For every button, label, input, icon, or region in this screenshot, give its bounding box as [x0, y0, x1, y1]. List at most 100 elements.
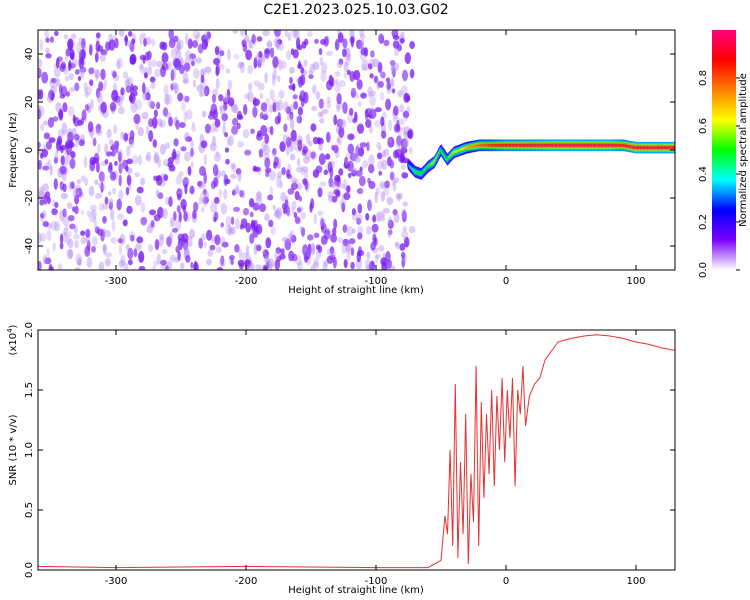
noise-blob — [368, 111, 373, 119]
noise-blob — [213, 58, 220, 66]
noise-blob — [134, 172, 140, 178]
noise-blob — [118, 151, 122, 163]
noise-blob — [397, 90, 404, 98]
noise-blob — [308, 69, 313, 77]
noise-blob — [173, 138, 179, 147]
noise-blob — [257, 82, 265, 91]
noise-blob — [335, 78, 339, 85]
noise-blob — [235, 168, 242, 175]
noise-blob — [318, 153, 326, 166]
noise-blob — [70, 181, 75, 189]
noise-blob — [343, 61, 349, 73]
noise-blob — [278, 90, 285, 99]
noise-blob — [209, 110, 214, 117]
noise-blob — [327, 191, 334, 199]
noise-blob — [265, 237, 272, 249]
noise-blob — [274, 259, 281, 270]
noise-blob — [267, 258, 275, 269]
y-tick-label: 20 — [24, 96, 35, 109]
noise-blob — [72, 114, 76, 124]
noise-blob — [89, 44, 93, 56]
noise-blob — [287, 31, 292, 42]
noise-blob — [285, 50, 292, 60]
noise-blob — [38, 142, 41, 148]
noise-blob — [408, 147, 413, 155]
snr-background — [38, 330, 675, 570]
noise-blob — [375, 254, 379, 263]
noise-blob — [379, 180, 386, 188]
noise-blob — [239, 190, 244, 198]
noise-blob — [80, 236, 87, 245]
noise-blob — [232, 30, 239, 34]
x-tick-label: 100 — [626, 276, 645, 287]
noise-blob — [80, 117, 85, 125]
noise-blob — [231, 163, 237, 174]
noise-blob — [45, 37, 50, 43]
noise-blob — [187, 38, 193, 49]
noise-blob — [403, 131, 409, 138]
noise-blob — [95, 123, 102, 134]
noise-blob — [338, 168, 344, 176]
noise-blob — [191, 60, 195, 67]
noise-blob — [155, 189, 160, 197]
noise-blob — [261, 109, 268, 117]
noise-blob — [402, 69, 408, 82]
noise-blob — [178, 171, 184, 177]
noise-blob — [130, 102, 138, 114]
noise-blob — [112, 70, 117, 79]
noise-blob — [160, 264, 167, 270]
noise-blob — [264, 48, 270, 59]
noise-blob — [326, 131, 331, 143]
noise-blob — [75, 41, 83, 54]
noise-blob — [320, 70, 327, 82]
snr-panel: -300 -200 -100 0 100 0.0 0.5 1.0 1.5 2.0 Height … — [6, 322, 676, 596]
noise-blob — [125, 85, 132, 93]
noise-blob — [318, 98, 324, 109]
noise-blob — [169, 254, 176, 263]
noise-blob — [177, 250, 181, 261]
noise-blob — [80, 209, 84, 216]
noise-blob — [223, 188, 228, 200]
noise-blob — [272, 148, 277, 156]
noise-blob — [348, 238, 356, 245]
noise-blob — [213, 176, 219, 188]
noise-blob — [277, 75, 281, 83]
noise-blob — [338, 183, 346, 189]
noise-blob — [122, 219, 128, 226]
noise-blob — [282, 207, 288, 215]
noise-blob — [357, 203, 363, 214]
noise-blob — [42, 165, 50, 171]
noise-blob — [387, 230, 392, 239]
noise-blob — [342, 48, 347, 58]
noise-blob — [349, 30, 355, 38]
noise-blob — [52, 116, 59, 122]
noise-blob — [401, 208, 407, 219]
noise-blob — [101, 184, 106, 191]
noise-blob — [332, 180, 340, 191]
noise-blob — [118, 244, 123, 255]
snr-series-line — [38, 334, 675, 569]
spectrogram-y-axis-label: Frequency (Hz) — [8, 112, 19, 188]
noise-blob — [228, 227, 234, 235]
noise-blob — [310, 242, 315, 252]
noise-blob — [383, 39, 390, 47]
noise-blob — [355, 258, 363, 270]
noise-blob — [144, 51, 150, 62]
spectrogram-x-ticks: -300 -200 -100 0 100 — [105, 30, 646, 287]
noise-blob — [321, 62, 328, 74]
noise-blob — [385, 257, 393, 269]
noise-blob — [161, 208, 168, 219]
noise-blob — [398, 130, 402, 140]
colorbar-tick-label: 0.4 — [698, 166, 709, 182]
noise-blob — [331, 195, 338, 203]
noise-blob — [111, 149, 116, 157]
noise-blob — [135, 99, 142, 111]
noise-blob — [390, 61, 395, 72]
noise-blob — [204, 123, 211, 134]
noise-blob — [99, 54, 106, 62]
noise-blob — [288, 84, 296, 90]
noise-blob — [118, 190, 124, 200]
noise-blob — [90, 99, 94, 109]
noise-blob — [315, 91, 321, 100]
